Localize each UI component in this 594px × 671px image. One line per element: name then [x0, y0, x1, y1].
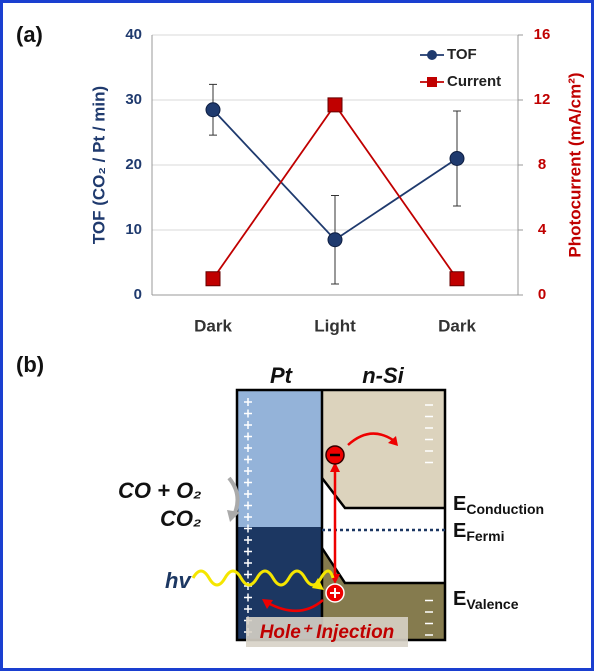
legend-marker [427, 50, 437, 60]
legend-label: TOF [447, 46, 477, 63]
subscript: Conduction [466, 501, 544, 517]
x-tick-label: Dark [438, 316, 476, 335]
photon: hv [165, 568, 192, 593]
y2-tick-label: 0 [538, 286, 546, 303]
y-tick-label: 20 [125, 156, 142, 173]
e: E [453, 588, 466, 610]
y-axis-title: TOF (CO₂ / Pt / min) [89, 86, 108, 244]
marker [450, 152, 464, 166]
x-tick-label: Dark [194, 316, 232, 335]
si-label: n-Si [362, 363, 404, 388]
subscript: Fermi [466, 528, 504, 544]
y-tick-label: 30 [125, 91, 142, 108]
y2-tick-label: 8 [538, 156, 546, 173]
e: E [453, 520, 466, 542]
figure: (a) (b) Pt n-Si CO + O₂ CO₂ hv Hole⁺ Inj… [0, 0, 594, 671]
legend-label: Current [447, 73, 501, 90]
y-tick-label: 10 [125, 221, 142, 238]
subscript: Valence [466, 596, 518, 612]
product: CO₂ [160, 506, 201, 531]
y-tick-label: 0 [134, 286, 142, 303]
y2-tick-label: 12 [534, 91, 551, 108]
panel-label: (b) [16, 352, 44, 377]
marker [328, 98, 342, 112]
y-tick-label: 40 [125, 26, 142, 43]
panel-label: (a) [16, 22, 43, 47]
e: E [453, 493, 466, 515]
marker [206, 272, 220, 286]
marker [206, 103, 220, 117]
legend-marker [427, 77, 437, 87]
y2-axis-title: Photocurrent (mA/cm²) [565, 72, 584, 257]
marker [328, 233, 342, 247]
pt-label: Pt [270, 363, 294, 388]
marker [450, 272, 464, 286]
reactants: CO + O₂ [118, 478, 202, 503]
y2-tick-label: 4 [538, 221, 547, 238]
injection-label: Hole⁺ Injection [260, 622, 395, 643]
y2-tick-label: 16 [534, 26, 551, 43]
x-tick-label: Light [314, 316, 356, 335]
